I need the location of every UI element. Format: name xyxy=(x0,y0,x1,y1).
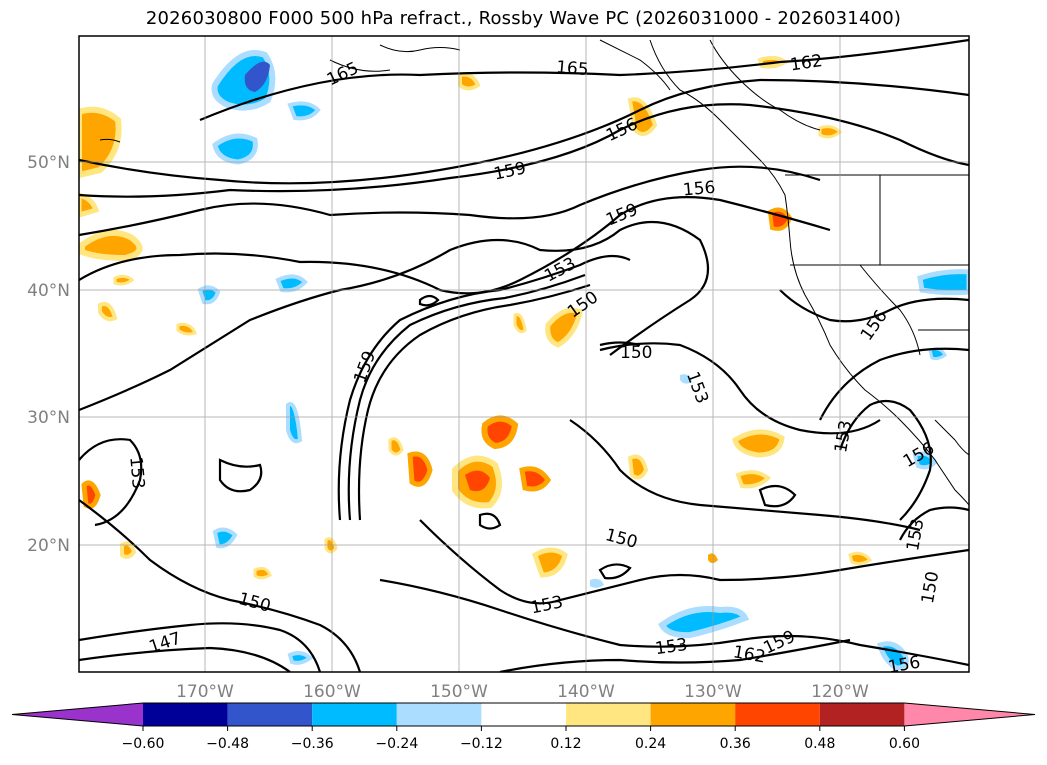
colorbar-tick-label: 0.36 xyxy=(720,736,751,752)
colorbar-tick-label: 0.24 xyxy=(635,736,666,752)
lat-label-40n: 40°N xyxy=(27,281,70,301)
map-title: 2026030800 F000 500 hPa refract., Rossby… xyxy=(145,8,902,29)
contour-label: 165 xyxy=(555,57,589,80)
contour-line xyxy=(357,283,591,521)
coastline xyxy=(329,59,391,72)
contour-line xyxy=(199,38,969,122)
contour-line xyxy=(569,419,921,532)
colorbar-tick-label: −0.12 xyxy=(460,736,503,752)
contour-line xyxy=(379,578,969,667)
contour-line xyxy=(79,78,969,185)
colorbar-tick-label: −0.48 xyxy=(206,736,249,752)
lat-label-20n: 20°N xyxy=(27,536,70,556)
contour-label: 150 xyxy=(620,343,652,363)
colorbar-extend-min xyxy=(12,703,143,726)
contour-label: 156 xyxy=(887,652,922,677)
anomaly-shading xyxy=(79,50,969,671)
colorbar-segment xyxy=(396,703,482,726)
contour-line xyxy=(598,563,632,580)
contour-line xyxy=(899,506,969,541)
latitude-labels: 50°N 40°N 30°N 20°N xyxy=(27,153,70,556)
lon-label-140w: 140°W xyxy=(557,682,615,702)
colorbar-tick-label: 0.48 xyxy=(804,736,835,752)
border xyxy=(859,264,921,356)
lon-label-120w: 120°W xyxy=(811,682,869,702)
colorbar-tick-label: −0.36 xyxy=(291,736,334,752)
coastline xyxy=(599,39,671,91)
colorbar-segment xyxy=(227,703,313,726)
lon-label-160w: 160°W xyxy=(303,682,361,702)
contour-line xyxy=(79,646,291,672)
colorbar-segment xyxy=(819,703,905,726)
lat-label-50n: 50°N xyxy=(27,153,70,173)
colorbar-segment xyxy=(481,703,566,726)
contour-line xyxy=(599,342,881,435)
contour-line xyxy=(79,103,969,198)
coastline xyxy=(99,138,121,143)
colorbar-tick-label: 0.60 xyxy=(889,736,920,752)
contour-line xyxy=(79,622,322,672)
contour-line xyxy=(499,638,851,672)
refractivity-contours xyxy=(79,38,969,672)
lon-label-130w: 130°W xyxy=(684,682,742,702)
colorbar-segment xyxy=(143,703,228,726)
contour-line xyxy=(599,341,641,347)
lon-label-170w: 170°W xyxy=(176,682,234,702)
lat-label-30n: 30°N xyxy=(27,408,70,428)
contour-line xyxy=(79,196,831,295)
colorbar-tick-label: −0.24 xyxy=(375,736,418,752)
contour-label: 156 xyxy=(682,178,716,201)
contour-label: 153 xyxy=(125,456,148,490)
contour-line xyxy=(418,294,440,307)
colorbar-segment xyxy=(650,703,736,726)
lon-label-150w: 150°W xyxy=(430,682,488,702)
coastlines xyxy=(99,39,969,506)
colorbar-segment xyxy=(566,703,651,726)
colorbar-tick-label: −0.60 xyxy=(122,736,165,752)
contour-line xyxy=(218,458,263,493)
contour-line xyxy=(758,484,797,508)
contour-line xyxy=(79,165,821,237)
positive-anomaly xyxy=(79,106,122,179)
colorbar-extend-max xyxy=(904,703,1035,726)
contour-label: 153 xyxy=(654,635,689,659)
coastline xyxy=(379,44,461,53)
contour-line xyxy=(79,438,143,527)
colorbar-segment xyxy=(735,703,820,726)
contour-line xyxy=(79,499,362,672)
contour-line xyxy=(819,347,969,421)
contour-line xyxy=(838,399,932,521)
colorbar-tick-label: 0.12 xyxy=(550,736,581,752)
coastline xyxy=(934,419,969,456)
colorbar: −0.60 −0.48 −0.36 −0.24 −0.12 0.12 0.24 0.36 0.4… xyxy=(11,702,1036,752)
coastline xyxy=(709,39,821,131)
colorbar-segment xyxy=(312,703,397,726)
map-frame xyxy=(78,35,970,673)
longitude-labels: 170°W 160°W 150°W 140°W 130°W 120°W xyxy=(176,682,869,702)
contour-label: 162 xyxy=(789,51,824,75)
contour-line xyxy=(79,220,710,412)
graticule xyxy=(79,36,969,672)
coastline xyxy=(649,39,969,506)
contour-line xyxy=(419,519,969,605)
contour-line xyxy=(347,273,586,521)
contour-line xyxy=(779,289,969,323)
contour-line xyxy=(337,254,631,521)
contour-line xyxy=(478,512,502,530)
